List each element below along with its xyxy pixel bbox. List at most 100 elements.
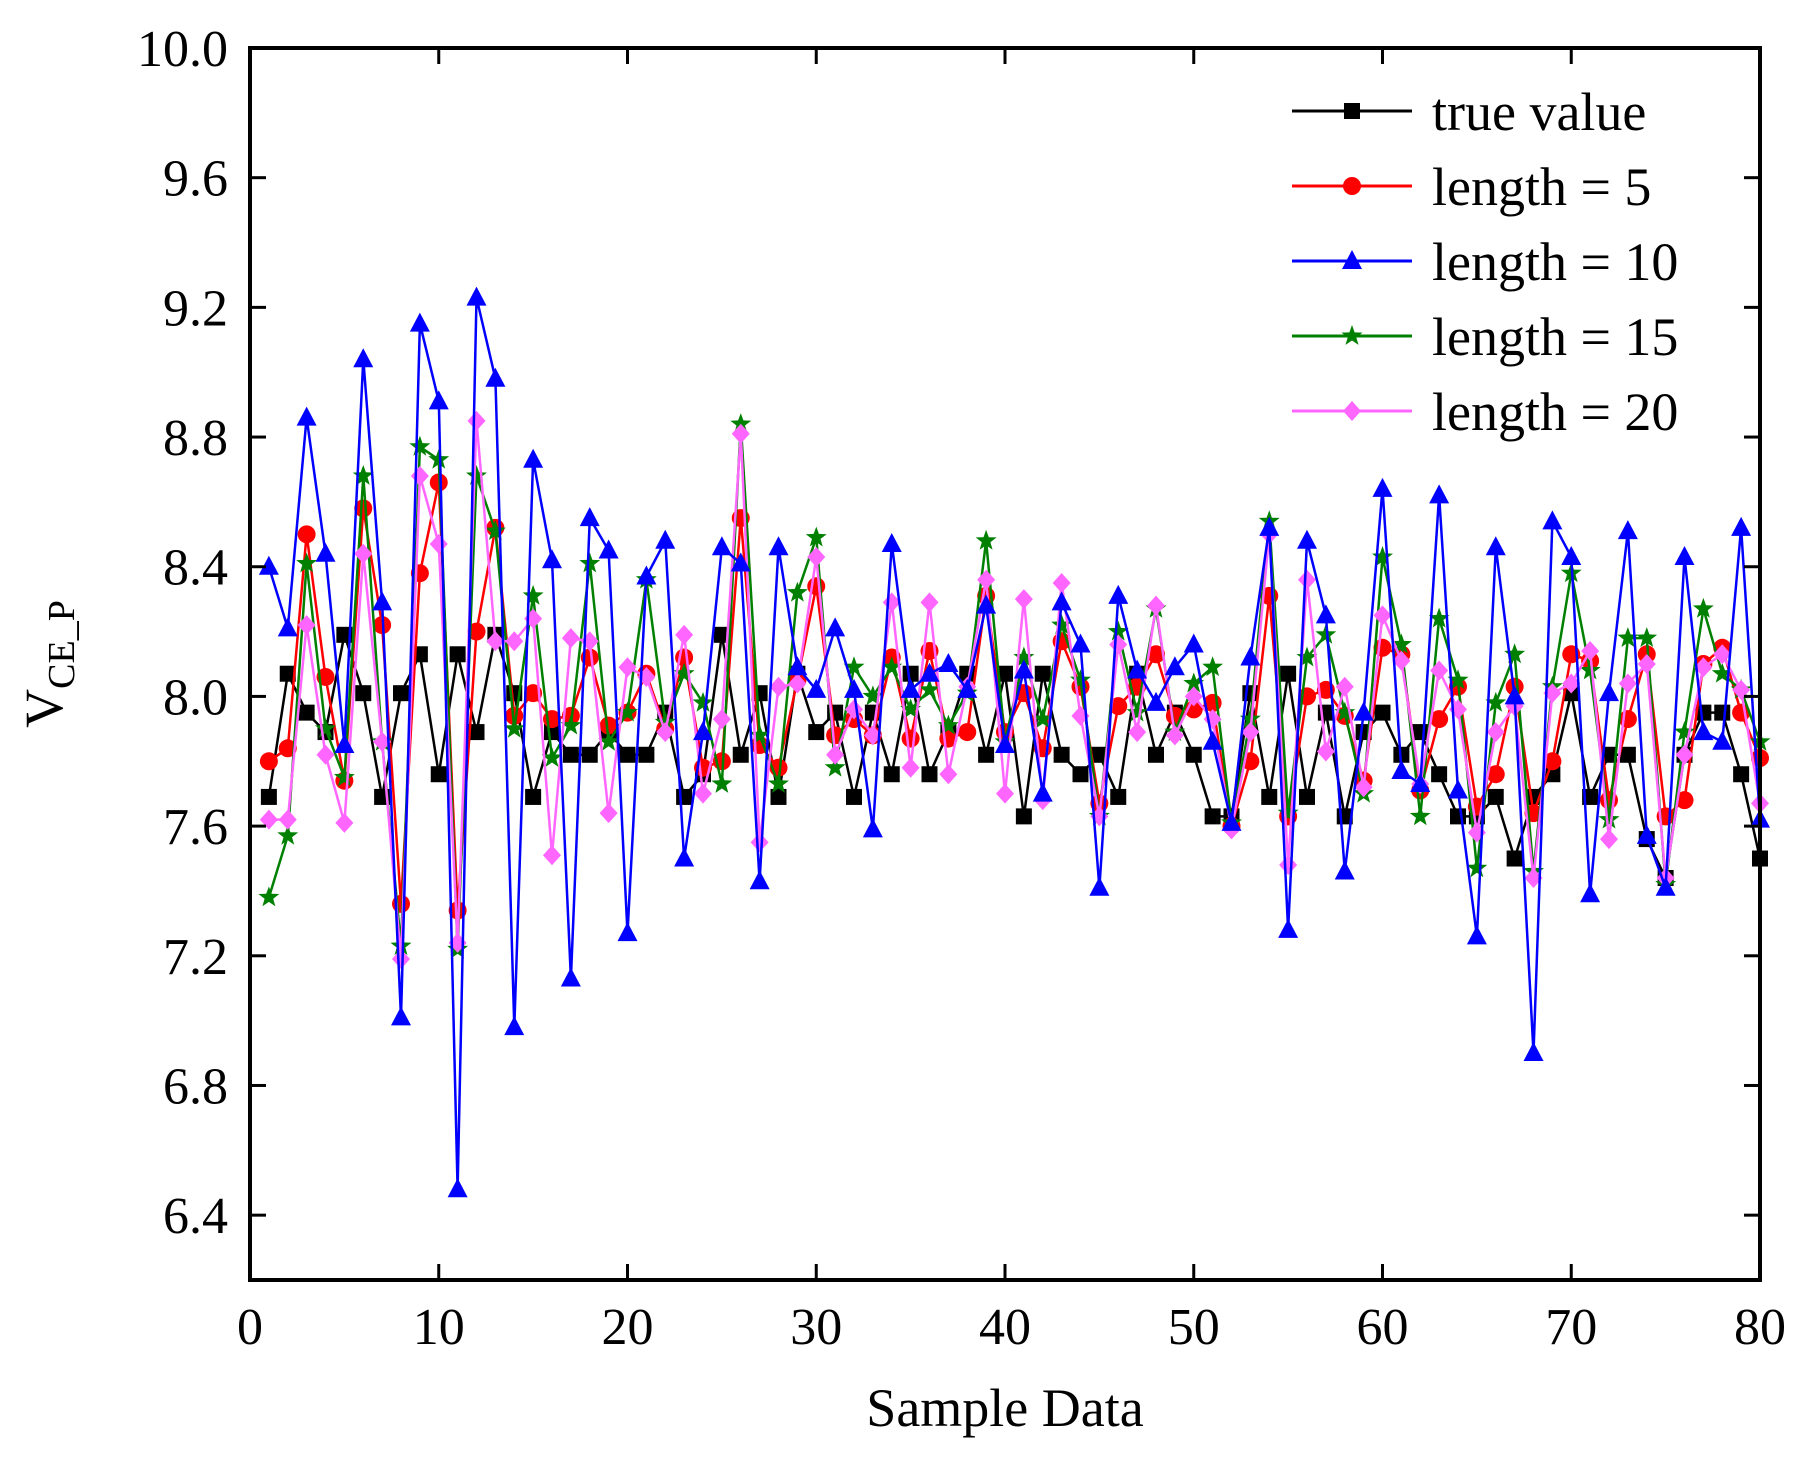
data-point: [1695, 704, 1712, 721]
data-point: [409, 312, 430, 332]
data-point: [1070, 633, 1091, 653]
x-axis-title: Sample Data: [866, 1378, 1143, 1438]
data-point: [939, 764, 958, 785]
data-point: [1430, 660, 1449, 681]
data-point: [1148, 746, 1164, 763]
data-point: [409, 435, 431, 456]
data-point: [997, 665, 1013, 682]
x-tick-label: 70: [1545, 1299, 1597, 1356]
legend-label: length = 10: [1432, 232, 1678, 292]
data-point: [503, 717, 525, 738]
data-point: [522, 584, 544, 605]
data-point: [638, 746, 655, 763]
data-point: [1146, 691, 1166, 711]
x-tick-label: 30: [790, 1299, 842, 1356]
x-tick-label: 10: [413, 1299, 465, 1356]
data-point: [1354, 777, 1373, 798]
series-line: [267, 296, 1762, 1191]
data-point: [1372, 546, 1393, 566]
legend-marker: [1341, 325, 1363, 345]
data-point: [1091, 746, 1108, 763]
data-point: [1072, 766, 1089, 783]
data-point: [468, 724, 485, 741]
data-point: [1579, 659, 1601, 680]
data-point: [599, 803, 618, 824]
data-point: [354, 499, 373, 518]
data-point: [843, 656, 865, 677]
data-point: [619, 746, 636, 763]
data-point: [825, 617, 846, 637]
data-point: [485, 367, 506, 387]
data-point: [1692, 597, 1714, 618]
legend-marker: [1343, 401, 1361, 421]
data-point: [315, 542, 336, 562]
data-point: [1485, 536, 1506, 556]
data-point: [844, 678, 864, 698]
data-point: [1221, 811, 1242, 831]
data-point: [353, 348, 374, 368]
data-point: [920, 592, 939, 613]
data-point: [730, 413, 752, 433]
data-point: [1353, 701, 1374, 721]
data-point: [1485, 691, 1507, 712]
data-point: [730, 552, 751, 572]
data-point: [711, 773, 733, 793]
data-point: [599, 716, 618, 735]
legend-label: true value: [1432, 82, 1646, 142]
data-point: [1183, 672, 1205, 693]
data-point: [1431, 766, 1448, 783]
data-point: [1259, 516, 1280, 536]
data-point: [391, 1006, 411, 1026]
data-point: [937, 714, 959, 735]
series-length-10: [258, 286, 1770, 1198]
data-point: [768, 773, 789, 793]
data-point: [1617, 627, 1639, 647]
data-point: [1542, 510, 1563, 530]
data-point: [978, 746, 995, 763]
y-tick-label: 8.8: [163, 410, 228, 467]
y-axis-title-subscript: CE_P: [41, 600, 83, 689]
data-point: [1108, 584, 1129, 604]
data-point: [1185, 746, 1202, 763]
data-point: [1448, 779, 1468, 799]
data-point: [808, 724, 825, 741]
data-point: [1674, 546, 1695, 566]
data-point: [1504, 685, 1525, 705]
data-point: [1240, 646, 1261, 666]
data-point: [1466, 925, 1487, 945]
data-point: [1014, 589, 1033, 610]
data-point: [1410, 772, 1431, 792]
data-point: [654, 711, 676, 732]
data-point: [1127, 659, 1148, 679]
data-point: [712, 709, 731, 730]
data-point: [1447, 669, 1469, 690]
data-point: [692, 691, 714, 712]
data-point: [1241, 722, 1260, 743]
data-point: [579, 507, 600, 527]
legend-marker: [1342, 250, 1362, 269]
data-point: [277, 824, 299, 845]
data-point: [484, 520, 506, 540]
data-point: [296, 406, 317, 426]
data-point: [713, 626, 730, 643]
data-point: [1450, 808, 1466, 825]
data-point: [1543, 683, 1562, 704]
y-axis-title: VCE_P: [14, 600, 83, 728]
data-point: [466, 286, 487, 306]
data-point: [1280, 665, 1297, 682]
data-point: [883, 766, 900, 783]
x-tick-label: 50: [1168, 1299, 1220, 1356]
data-point: [1296, 646, 1318, 667]
data-point: [1713, 644, 1732, 665]
data-point: [523, 448, 544, 468]
data-point: [1053, 746, 1070, 763]
data-point: [447, 1178, 468, 1198]
data-point: [355, 685, 372, 702]
data-point: [258, 886, 280, 907]
data-point: [579, 552, 601, 573]
data-point: [258, 555, 279, 575]
x-tick-label: 80: [1734, 1299, 1786, 1356]
data-point: [1600, 829, 1618, 850]
data-point: [525, 788, 542, 805]
legend-label: length = 15: [1432, 307, 1678, 367]
